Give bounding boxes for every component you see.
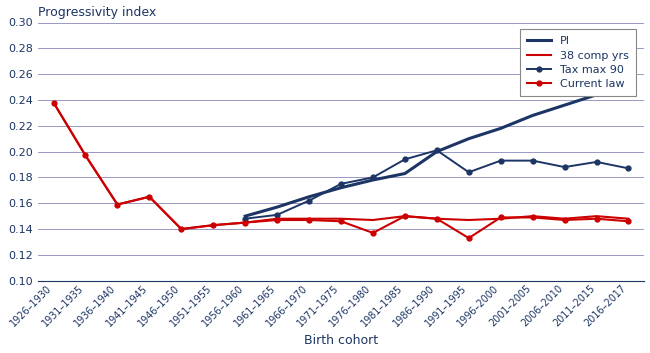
PI <box>593 93 601 97</box>
Current law <box>465 236 473 240</box>
Current law <box>528 215 536 220</box>
Tax max 90 <box>593 160 601 164</box>
Tax max 90 <box>625 166 632 170</box>
Tax max 90 <box>369 175 377 180</box>
PI <box>369 178 377 182</box>
38 comp yrs <box>465 218 473 222</box>
38 comp yrs <box>497 217 504 221</box>
Tax max 90 <box>465 170 473 174</box>
Current law <box>241 221 249 225</box>
Current law <box>146 195 153 199</box>
Tax max 90 <box>273 213 281 217</box>
Current law <box>209 223 217 227</box>
X-axis label: Birth cohort: Birth cohort <box>304 334 378 347</box>
Current law <box>81 153 89 157</box>
PI <box>465 137 473 141</box>
PI <box>305 195 313 199</box>
Current law <box>625 219 632 223</box>
Current law <box>369 231 377 235</box>
Line: PI: PI <box>245 88 629 216</box>
38 comp yrs <box>593 214 601 218</box>
Current law <box>433 217 441 221</box>
Current law <box>177 227 185 231</box>
Tax max 90 <box>528 158 536 163</box>
Line: Current law: Current law <box>51 100 631 240</box>
PI <box>528 113 536 118</box>
38 comp yrs <box>369 218 377 222</box>
Text: Progressivity index: Progressivity index <box>38 6 156 19</box>
38 comp yrs <box>177 227 185 231</box>
38 comp yrs <box>305 217 313 221</box>
38 comp yrs <box>561 217 569 221</box>
Current law <box>114 202 122 207</box>
Line: 38 comp yrs: 38 comp yrs <box>53 102 629 229</box>
38 comp yrs <box>625 217 632 221</box>
Current law <box>273 218 281 222</box>
38 comp yrs <box>146 195 153 199</box>
PI <box>433 149 441 154</box>
Current law <box>305 218 313 222</box>
Tax max 90 <box>305 198 313 203</box>
38 comp yrs <box>241 221 249 225</box>
Current law <box>337 219 345 223</box>
PI <box>625 86 632 90</box>
Line: Tax max 90: Tax max 90 <box>242 148 631 221</box>
Current law <box>49 100 57 104</box>
38 comp yrs <box>49 100 57 104</box>
Legend: PI, 38 comp yrs, Tax max 90, Current law: PI, 38 comp yrs, Tax max 90, Current law <box>520 29 636 96</box>
38 comp yrs <box>528 214 536 218</box>
PI <box>401 172 409 176</box>
38 comp yrs <box>209 223 217 227</box>
Current law <box>497 215 504 220</box>
Current law <box>561 218 569 222</box>
38 comp yrs <box>433 217 441 221</box>
38 comp yrs <box>337 217 345 221</box>
PI <box>561 103 569 107</box>
38 comp yrs <box>401 214 409 218</box>
PI <box>273 205 281 209</box>
Tax max 90 <box>401 157 409 161</box>
Current law <box>593 217 601 221</box>
PI <box>497 126 504 131</box>
Current law <box>401 214 409 218</box>
PI <box>337 186 345 190</box>
Tax max 90 <box>561 165 569 169</box>
Tax max 90 <box>241 217 249 221</box>
38 comp yrs <box>114 202 122 207</box>
Tax max 90 <box>497 158 504 163</box>
Tax max 90 <box>337 182 345 186</box>
38 comp yrs <box>273 217 281 221</box>
PI <box>241 214 249 218</box>
Tax max 90 <box>433 148 441 152</box>
38 comp yrs <box>81 153 89 157</box>
